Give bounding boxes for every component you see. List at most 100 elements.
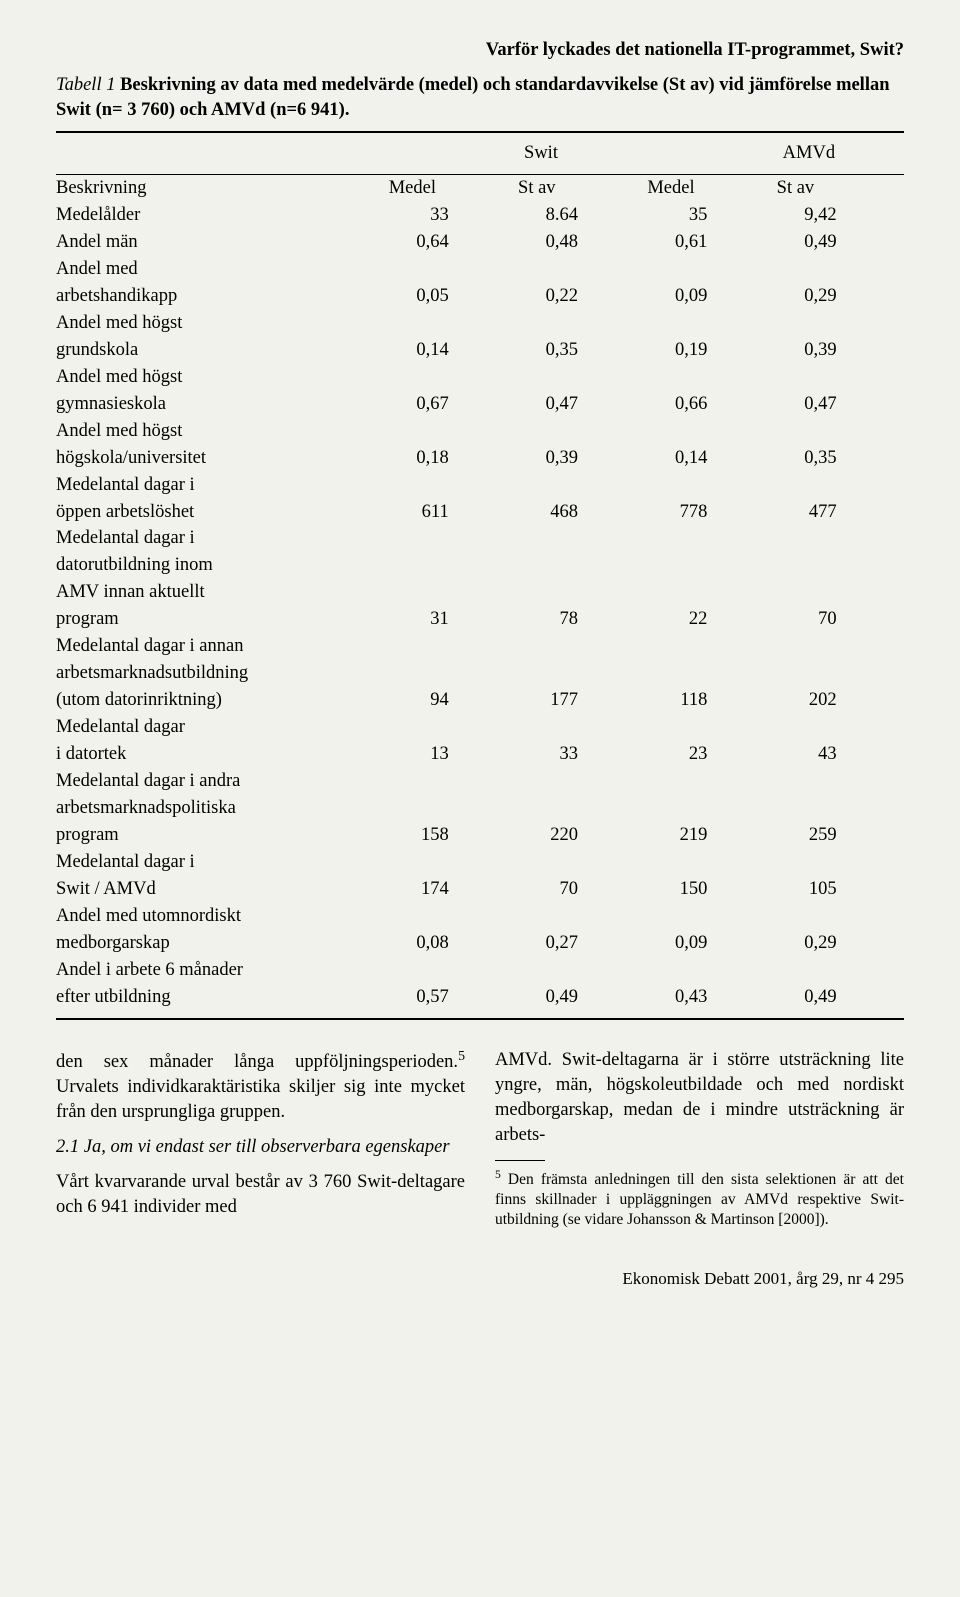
row-value (645, 579, 774, 606)
table-row: AMV innan aktuellt (56, 579, 904, 606)
right-p1: AMVd. Swit-deltagarna är i större ut­str… (495, 1048, 904, 1148)
row-value: 94 (387, 687, 516, 714)
table-row: Medelantal dagar i annan (56, 633, 904, 660)
row-value (775, 660, 904, 687)
row-value (387, 660, 516, 687)
row-value (387, 633, 516, 660)
row-value (645, 768, 774, 795)
row-value (645, 364, 774, 391)
row-value: 70 (775, 606, 904, 633)
row-value: 0,66 (645, 391, 774, 418)
col-header-row: Beskrivning Medel St av Medel St av (56, 175, 904, 202)
row-value (516, 418, 645, 445)
row-value: 0,27 (516, 930, 645, 957)
row-value: 0,67 (387, 391, 516, 418)
row-value (775, 472, 904, 499)
row-value (645, 957, 774, 984)
row-desc: AMV innan aktuellt (56, 579, 387, 606)
row-value (516, 903, 645, 930)
row-value: 0,18 (387, 445, 516, 472)
footnote-rule (495, 1160, 545, 1161)
row-desc: arbetsmarknadspolitiska (56, 795, 387, 822)
row-desc: Medelantal dagar (56, 714, 387, 741)
row-value (516, 714, 645, 741)
row-value (645, 525, 774, 552)
right-column: AMVd. Swit-deltagarna är i större ut­str… (495, 1048, 904, 1240)
row-value: 0,64 (387, 229, 516, 256)
row-value (645, 714, 774, 741)
row-value: 33 (516, 741, 645, 768)
data-table: Beskrivning Medel St av Medel St av Mede… (56, 175, 904, 1018)
row-desc: Andel med (56, 256, 387, 283)
row-value: 0,08 (387, 930, 516, 957)
row-desc: Andel med högst (56, 364, 387, 391)
table-row: Medelantal dagar i (56, 472, 904, 499)
row-value (775, 525, 904, 552)
row-value (387, 903, 516, 930)
row-value (645, 795, 774, 822)
row-value (516, 552, 645, 579)
row-value (387, 310, 516, 337)
row-value: 23 (645, 741, 774, 768)
row-value: 158 (387, 822, 516, 849)
row-value: 0,29 (775, 930, 904, 957)
row-value: 78 (516, 606, 645, 633)
table-row: Medelantal dagar i (56, 849, 904, 876)
group-amvd: AMVd (777, 141, 843, 166)
left-column: den sex månader långa uppföljningsperio­… (56, 1048, 465, 1240)
row-value: 174 (387, 876, 516, 903)
row-value: 0,39 (775, 337, 904, 364)
row-value (516, 795, 645, 822)
table-row: i datortek13332343 (56, 741, 904, 768)
row-value (516, 579, 645, 606)
row-value: 0,57 (387, 984, 516, 1018)
row-value (775, 768, 904, 795)
table-row: Medelantal dagar i (56, 525, 904, 552)
table-row: program158220219259 (56, 822, 904, 849)
table-row: medborgarskap0,080,270,090,29 (56, 930, 904, 957)
row-value (516, 768, 645, 795)
row-desc: Medelantal dagar i (56, 525, 387, 552)
row-desc: arbetsmarknadsutbildning (56, 660, 387, 687)
row-desc: (utom datorinriktning) (56, 687, 387, 714)
table-row: Andel män0,640,480,610,49 (56, 229, 904, 256)
row-value (516, 633, 645, 660)
row-value: 0,35 (516, 337, 645, 364)
row-value (387, 579, 516, 606)
row-value: 0,09 (645, 930, 774, 957)
row-value (516, 364, 645, 391)
row-value: 43 (775, 741, 904, 768)
row-value (775, 903, 904, 930)
row-value (516, 957, 645, 984)
row-value (387, 768, 516, 795)
table-row: Medelålder338.64359,42 (56, 202, 904, 229)
row-value: 219 (645, 822, 774, 849)
row-value: 0,47 (516, 391, 645, 418)
row-value (775, 957, 904, 984)
row-value (645, 633, 774, 660)
table-1: Swit AMVd Beskrivning Medel St av Medel … (56, 131, 904, 1020)
row-value: 0,47 (775, 391, 904, 418)
row-desc: Medelantal dagar i annan (56, 633, 387, 660)
row-value: 105 (775, 876, 904, 903)
row-value (387, 795, 516, 822)
row-value: 0,14 (645, 445, 774, 472)
row-value: 202 (775, 687, 904, 714)
row-desc: Andel med högst (56, 310, 387, 337)
table-row: Andel med (56, 256, 904, 283)
table-row: Andel med högst (56, 310, 904, 337)
table-row: Medelantal dagar i andra (56, 768, 904, 795)
row-value: 22 (645, 606, 774, 633)
row-value (516, 849, 645, 876)
row-value (387, 364, 516, 391)
row-desc: Andel med utomnordiskt (56, 903, 387, 930)
row-value: 35 (645, 202, 774, 229)
row-value (645, 903, 774, 930)
table-row: Andel i arbete 6 månader (56, 957, 904, 984)
row-value (387, 849, 516, 876)
row-value: 477 (775, 499, 904, 526)
left-p1: den sex månader långa uppföljningsperio­… (56, 1048, 465, 1125)
row-value: 0,19 (645, 337, 774, 364)
table-row: arbetsmarknadspolitiska (56, 795, 904, 822)
row-value: 0,22 (516, 283, 645, 310)
